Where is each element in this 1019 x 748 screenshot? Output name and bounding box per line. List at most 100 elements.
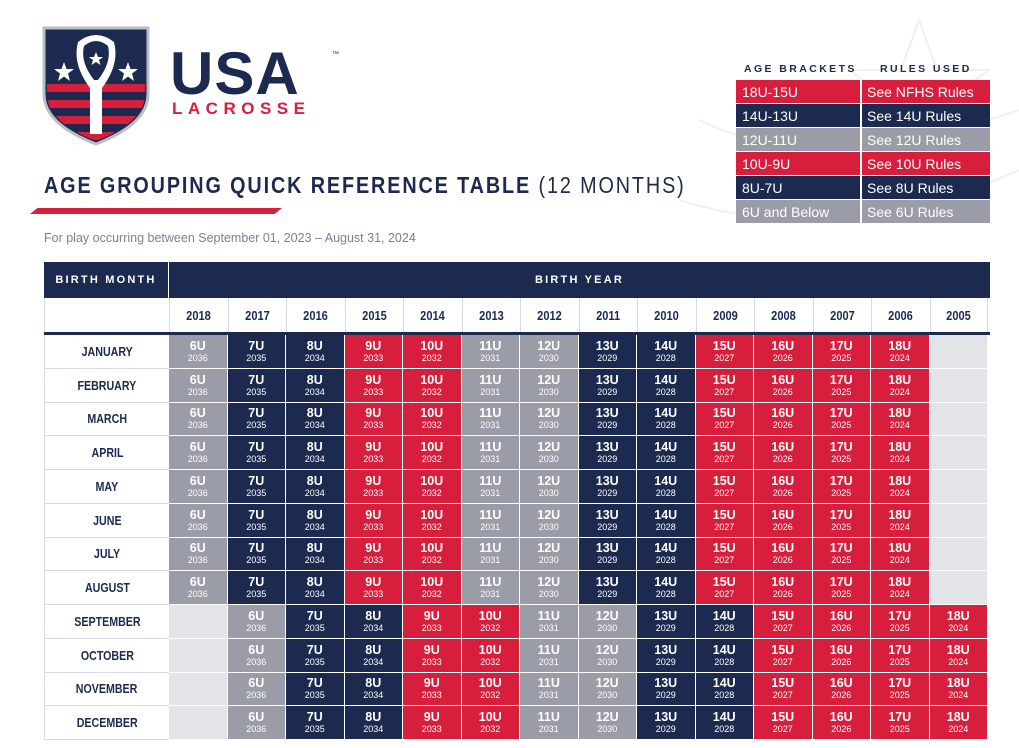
age-group-cell: 9U 2033 — [344, 335, 403, 369]
age-group-cell: 8U 2034 — [286, 368, 345, 403]
age-group-cell: 9U 2033 — [403, 638, 462, 673]
age-group-label: 7U — [248, 473, 265, 488]
age-group-cell: 6U 2036 — [227, 706, 286, 740]
age-group-cell: 8U 2034 — [286, 571, 345, 605]
age-group-cell: 11U 2031 — [520, 638, 579, 673]
age-group-cell: 7U 2035 — [227, 503, 286, 538]
age-group-year: 2029 — [597, 454, 618, 465]
age-group-year: 2033 — [363, 589, 384, 600]
age-group-year: 2033 — [421, 724, 442, 735]
age-group-year: 2032 — [421, 386, 442, 397]
age-group-cell: 8U 2034 — [344, 638, 403, 673]
age-group-year: 2034 — [363, 724, 384, 735]
age-group-year: 2033 — [363, 555, 384, 566]
table-row: SEPTEMBER 6U 2036 7U 2035 8U 2034 9U 2033 10U 2032… — [44, 605, 990, 639]
age-group-label: 8U — [306, 406, 323, 421]
age-group-year: 2033 — [421, 656, 442, 667]
birth-month-label: AUGUST — [44, 571, 169, 605]
age-group-cell: 13U 2029 — [578, 503, 637, 538]
age-group-year: 2036 — [187, 555, 208, 566]
legend-rules: See NFHS Rules — [862, 80, 990, 103]
age-group-cell: 18U 2024 — [871, 470, 930, 504]
age-group-cell: 18U 2024 — [871, 537, 930, 572]
age-group-cell: 11U 2031 — [461, 436, 520, 470]
age-group-label: 9U — [365, 473, 382, 488]
age-group-year: 2030 — [597, 690, 618, 701]
year-header-label: 2015 — [361, 307, 387, 323]
age-group-cell: 15U 2027 — [754, 605, 813, 639]
age-group-cell: 15U 2027 — [695, 368, 754, 403]
legend-header-brackets: AGE BRACKETS — [744, 63, 857, 75]
age-group-label: 18U — [888, 507, 912, 522]
age-group-cell: 6U 2036 — [227, 638, 286, 673]
age-group-cell: 18U 2024 — [929, 706, 988, 740]
age-group-label: 14U — [654, 541, 678, 556]
year-header-label: 2006 — [888, 307, 914, 323]
age-group-cell: 16U 2026 — [754, 571, 813, 605]
age-group-cell: 10U 2032 — [403, 436, 462, 470]
age-group-label: 7U — [306, 676, 323, 691]
age-group-label: 12U — [537, 372, 561, 387]
age-group-label: 13U — [595, 575, 619, 590]
age-group-cell: 14U 2028 — [637, 537, 696, 572]
age-group-year: 2024 — [889, 454, 910, 465]
age-group-cell: 8U 2034 — [344, 706, 403, 740]
age-group-year: 2028 — [714, 656, 735, 667]
age-group-cell: 17U 2025 — [812, 537, 871, 572]
birth-month-label: OCTOBER — [44, 638, 169, 673]
age-group-label: 14U — [712, 710, 736, 725]
age-group-label: 8U — [306, 473, 323, 488]
age-group-cell: 9U 2033 — [344, 571, 403, 605]
age-group-year: 2024 — [948, 656, 969, 667]
age-group-year: 2036 — [187, 487, 208, 498]
age-group-label: 10U — [420, 507, 444, 522]
age-group-year: 2028 — [655, 487, 676, 498]
age-group-label: 18U — [888, 575, 912, 590]
age-group-cell: 7U 2035 — [227, 368, 286, 403]
age-group-cell: 11U 2031 — [461, 368, 520, 403]
birth-month-text: FEBRUARY — [77, 377, 137, 393]
age-group-cell: 7U 2035 — [286, 706, 345, 740]
age-group-label: 16U — [829, 676, 853, 691]
age-group-year: 2035 — [246, 454, 267, 465]
legend-rules: See 12U Rules — [862, 128, 990, 151]
age-group-cell: 10U 2032 — [461, 672, 520, 707]
age-group-label: 6U — [248, 676, 265, 691]
age-group-label: 8U — [306, 338, 323, 353]
age-group-label: 18U — [888, 541, 912, 556]
age-group-cell: 17U 2025 — [871, 672, 930, 707]
age-group-year: 2027 — [714, 589, 735, 600]
age-group-cell: 12U 2030 — [578, 672, 637, 707]
age-group-cell: 18U 2024 — [929, 672, 988, 707]
age-group-year: 2034 — [304, 420, 325, 431]
age-group-label: 12U — [595, 710, 619, 725]
age-group-label: 6U — [189, 473, 206, 488]
age-group-label: 11U — [537, 608, 560, 623]
age-group-year: 2030 — [538, 521, 559, 532]
age-group-label: 9U — [423, 710, 440, 725]
age-group-label: 17U — [888, 710, 912, 725]
age-group-cell: 14U 2028 — [695, 672, 754, 707]
age-group-year: 2025 — [831, 386, 852, 397]
age-group-cell: 13U 2029 — [578, 470, 637, 504]
age-group-cell: 18U 2024 — [929, 605, 988, 639]
age-group-cell: 11U 2031 — [520, 672, 579, 707]
age-group-cell: 11U 2031 — [461, 402, 520, 437]
age-group-year: 2028 — [655, 420, 676, 431]
age-group-cell: 12U 2030 — [520, 537, 579, 572]
age-group-cell: 9U 2033 — [403, 605, 462, 639]
age-group-year: 2030 — [538, 386, 559, 397]
age-group-year: 2030 — [538, 454, 559, 465]
age-group-label: 10U — [420, 473, 444, 488]
age-group-year: 2036 — [187, 386, 208, 397]
age-group-cell: 13U 2029 — [578, 436, 637, 470]
age-group-label: 15U — [771, 710, 795, 725]
age-group-label: 14U — [654, 473, 678, 488]
age-group-cell: 11U 2031 — [520, 605, 579, 639]
age-group-cell: 14U 2028 — [637, 368, 696, 403]
age-group-year: 2029 — [655, 622, 676, 633]
age-group-cell: 16U 2026 — [754, 503, 813, 538]
age-group-label: 18U — [888, 406, 912, 421]
age-group-label: 10U — [478, 642, 502, 657]
birth-month-text: JULY — [93, 546, 121, 562]
